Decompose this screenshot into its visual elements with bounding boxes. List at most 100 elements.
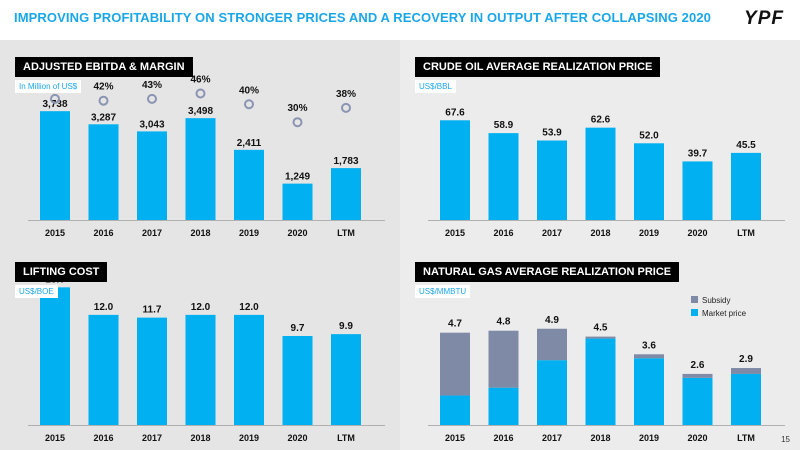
ebitda-bar — [331, 168, 361, 220]
ebitda-margin-marker — [341, 102, 351, 113]
ebitda-value-label: 3,287 — [91, 112, 116, 123]
natural-gas-x-tick-label: 2018 — [590, 433, 610, 443]
ebitda-unit: In Million of US$ — [15, 80, 82, 93]
ebitda-value-label: 1,783 — [333, 156, 358, 167]
ebitda-bar — [282, 183, 313, 220]
crude-oil-bar — [731, 152, 761, 220]
ebitda-margin-marker — [292, 117, 303, 128]
lifting-cost-x-tick-label: 2018 — [190, 433, 210, 443]
natural-gas-x-tick-label: 2019 — [639, 433, 659, 443]
ebitda-margin-marker — [195, 88, 206, 99]
lifting-cost-value-label: 11.7 — [143, 305, 162, 316]
lifting-cost-bar — [40, 287, 70, 425]
lifting-cost-x-tick-label: LTM — [337, 433, 355, 443]
natural-gas-chart: 4.7 4.8 4.9 4.5 3.6 2.6 2.9 Subsidy Market price… — [428, 296, 785, 443]
ebitda-margin-marker — [50, 93, 60, 104]
natural-gas-x-tick-label: 2015 — [445, 433, 465, 443]
crude-oil-x-tick-label: 2020 — [687, 228, 707, 238]
legend-subsidy-swatch — [691, 296, 698, 303]
crude-oil-x-tick-label: 2017 — [542, 228, 562, 238]
natural-gas-subsidy-bar — [585, 336, 616, 339]
lifting-cost-bar — [88, 314, 119, 425]
legend-subsidy-label: Subsidy — [702, 296, 730, 305]
ebitda-x-tick-label: 2016 — [93, 228, 113, 238]
natural-gas-market-bar — [537, 360, 567, 425]
natural-gas-market-bar — [585, 338, 616, 425]
ebitda-bar — [185, 118, 216, 220]
lifting-cost-x-tick-label: 2020 — [287, 433, 307, 443]
crude-oil-bar — [488, 133, 519, 220]
crude-oil-value-label: 58.9 — [494, 120, 514, 131]
ebitda-value-label: 2,411 — [237, 138, 262, 149]
legend-market-label: Market price — [702, 309, 747, 318]
ebitda-title: ADJUSTED EBITDA & MARGIN — [15, 57, 193, 77]
lifting-cost-bar — [331, 334, 361, 425]
crude-oil-panel: 67.6 58.9 53.9 62.6 52.0 39.7 45.5 2015 2016 2017… — [400, 40, 800, 245]
natural-gas-market-bar — [488, 387, 519, 425]
ebitda-margin-label: 38% — [336, 89, 356, 100]
natural-gas-total-label: 4.8 — [497, 317, 511, 328]
crude-oil-value-label: 67.6 — [445, 107, 465, 118]
ebitda-margin-label: 43% — [142, 80, 162, 91]
natural-gas-subsidy-bar — [440, 332, 470, 396]
ebitda-value-label: 3,498 — [188, 106, 213, 117]
crude-oil-bar — [440, 120, 470, 220]
ebitda-x-tick-label: 2015 — [45, 228, 65, 238]
ebitda-bar — [234, 149, 264, 220]
crude-oil-bar — [537, 140, 567, 220]
ebitda-bar — [88, 124, 119, 220]
natural-gas-total-label: 3.6 — [642, 340, 656, 351]
natural-gas-x-tick-label: LTM — [737, 433, 755, 443]
ebitda-x-tick-label: 2020 — [287, 228, 307, 238]
natural-gas-total-label: 2.6 — [691, 360, 705, 371]
lifting-cost-unit: US$/BOE — [15, 285, 58, 298]
crude-oil-x-tick-label: 2015 — [445, 228, 465, 238]
ebitda-value-label: 3,043 — [139, 119, 164, 130]
crude-oil-value-label: 62.6 — [591, 115, 611, 126]
page-number: 15 — [781, 435, 790, 444]
lifting-cost-value-label: 12.0 — [94, 302, 114, 313]
ebitda-bar — [40, 111, 70, 220]
natural-gas-market-bar — [731, 373, 761, 425]
lifting-cost-value-label: 12.0 — [191, 302, 211, 313]
ebitda-margin-marker — [98, 95, 109, 106]
lifting-cost-x-tick-label: 2017 — [142, 433, 162, 443]
natural-gas-total-label: 4.5 — [594, 323, 608, 334]
lifting-cost-bar — [234, 314, 264, 425]
lifting-cost-value-label: 9.7 — [291, 323, 305, 334]
natural-gas-market-bar — [634, 358, 664, 425]
crude-oil-bar — [682, 161, 713, 220]
natural-gas-subsidy-bar — [634, 354, 664, 359]
ebitda-bar — [137, 131, 167, 220]
ypf-logo: YPF — [744, 8, 784, 29]
ebitda-panel: 3,738 3,287 3,043 3,498 2,411 1,249 1,783 43% 42… — [0, 40, 400, 245]
natural-gas-total-label: 4.7 — [448, 319, 462, 330]
ebitda-value-label: 1,249 — [285, 172, 310, 183]
natural-gas-unit: US$/MMBTU — [415, 285, 471, 298]
ebitda-margin-marker — [147, 93, 157, 104]
lifting-cost-bar — [185, 314, 216, 425]
crude-oil-x-tick-label: 2018 — [590, 228, 610, 238]
lifting-cost-bar — [137, 317, 167, 425]
crude-oil-x-tick-label: LTM — [737, 228, 755, 238]
ebitda-margin-label: 40% — [239, 85, 259, 96]
crude-oil-bar — [634, 143, 664, 220]
lifting-cost-title: LIFTING COST — [15, 262, 108, 282]
natural-gas-total-label: 2.9 — [739, 354, 753, 365]
ebitda-margin-label: 30% — [287, 103, 307, 114]
natural-gas-subsidy-bar — [731, 368, 761, 374]
legend-market-swatch — [691, 309, 698, 316]
ebitda-x-tick-label: 2018 — [190, 228, 210, 238]
crude-oil-x-tick-label: 2016 — [493, 228, 513, 238]
ebitda-x-tick-label: 2017 — [142, 228, 162, 238]
lifting-cost-panel: 15.012.011.712.012.09.79.920152016201720… — [0, 245, 400, 450]
natural-gas-x-tick-label: 2016 — [493, 433, 513, 443]
lifting-cost-value-label: 12.0 — [239, 302, 259, 313]
natural-gas-panel: 4.7 4.8 4.9 4.5 3.6 2.6 2.9 Subsidy Market price… — [400, 245, 800, 450]
natural-gas-x-tick-label: 2017 — [542, 433, 562, 443]
lifting-cost-bar — [282, 335, 313, 425]
crude-oil-bar — [585, 127, 616, 220]
crude-oil-value-label: 52.0 — [639, 130, 659, 141]
crude-oil-x-tick-label: 2019 — [639, 228, 659, 238]
ebitda-x-tick-label: 2019 — [239, 228, 259, 238]
